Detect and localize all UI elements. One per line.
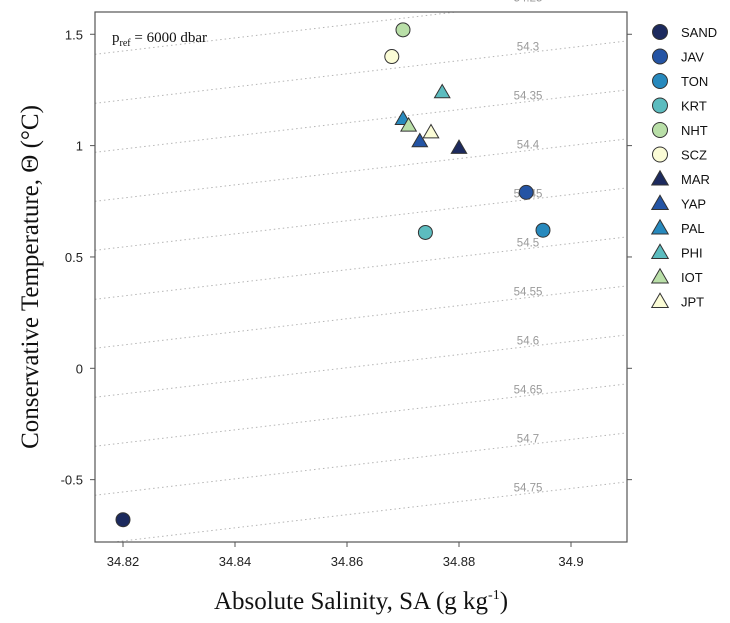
- legend-marker-krt: [652, 97, 668, 114]
- x-tick-label: 34.86: [331, 554, 364, 569]
- data-point-krt: [417, 224, 433, 240]
- isopycnal-label: 54.55: [514, 287, 543, 299]
- isopycnal-label: 54.25: [514, 0, 543, 5]
- legend-marker-nht: [652, 122, 668, 138]
- legend-label-scz: SCZ: [681, 148, 707, 163]
- legend-label-pal: PAL: [681, 221, 705, 236]
- isopycnal-label: 54.3: [517, 42, 539, 54]
- legend-marker-jav: [652, 48, 668, 65]
- data-point-jav: [518, 184, 534, 200]
- isopycnal-line: [95, 89, 627, 153]
- y-tick-label: 1: [76, 139, 83, 154]
- isopycnal-lines: [95, 12, 627, 542]
- isopycnal-line: [95, 383, 627, 447]
- isopycnal-label: 54.6: [517, 336, 539, 348]
- data-point-sand: [115, 512, 131, 528]
- isopycnal-labels: 54.2554.354.3554.454.4554.554.5554.654.6…: [514, 0, 543, 494]
- data-point-nht: [395, 22, 411, 38]
- legend-label-iot: IOT: [681, 270, 703, 285]
- isopycnal-line: [95, 138, 627, 202]
- legend-marker-yap: [650, 194, 670, 210]
- legend-marker-iot: [650, 267, 670, 284]
- legend-label-sand: SAND: [681, 25, 717, 40]
- legend: SAND JAV TON KRT NHT SCZ MAR YAP PAL PHI IOT JPT: [650, 24, 717, 310]
- isopycnal-label: 54.65: [514, 384, 543, 396]
- isopycnal-line: [95, 432, 627, 496]
- isopycnal-line: [95, 187, 627, 251]
- reference-pressure-annotation: pref = 6000 dbar: [112, 30, 207, 49]
- x-axis-title: Absolute Salinity, SA (g kg-1): [214, 588, 508, 615]
- legend-marker-jpt: [650, 292, 670, 308]
- data-point-jpt: [422, 123, 440, 139]
- x-tick-label: 34.84: [219, 554, 252, 569]
- data-point-ton: [535, 222, 551, 238]
- isopycnal-label: 54.4: [517, 140, 540, 152]
- data-point-iot: [400, 116, 418, 132]
- isopycnal-line: [95, 12, 461, 55]
- legend-marker-pal: [650, 218, 670, 235]
- y-tick-label: -0.5: [61, 473, 83, 488]
- isopycnal-line: [95, 285, 627, 349]
- legend-label-nht: NHT: [681, 123, 708, 138]
- legend-marker-mar: [650, 169, 670, 186]
- data-point-scz: [384, 49, 400, 65]
- plot-frame: [94, 11, 628, 543]
- x-tick-label: 34.82: [107, 554, 140, 569]
- x-tick-label: 34.9: [558, 554, 583, 569]
- x-tick-label: 34.88: [443, 554, 476, 569]
- legend-label-phi: PHI: [681, 246, 703, 261]
- y-tick-label: 0: [76, 361, 83, 376]
- legend-marker-ton: [652, 73, 668, 89]
- legend-label-ton: TON: [681, 74, 708, 89]
- legend-marker-sand: [652, 24, 668, 40]
- legend-label-jav: JAV: [681, 50, 704, 65]
- y-axis-ticks: -0.5 0 0.5 1 1.5: [61, 27, 632, 488]
- x-axis-ticks: 34.82 34.84 34.86 34.88 34.9: [107, 542, 584, 569]
- y-tick-label: 0.5: [65, 250, 83, 265]
- isopycnal-line: [109, 481, 627, 542]
- data-points: [115, 22, 551, 528]
- legend-label-jpt: JPT: [681, 295, 704, 310]
- isopycnal-label: 54.75: [514, 482, 543, 494]
- data-point-phi: [433, 83, 451, 99]
- isopycnal-label: 54.5: [517, 238, 539, 250]
- isopycnal-line: [95, 40, 627, 104]
- isopycnal-line: [95, 236, 627, 300]
- y-tick-label: 1.5: [65, 27, 83, 42]
- legend-label-mar: MAR: [681, 172, 710, 187]
- y-axis-title: Conservative Temperature, Θ (°C): [17, 105, 44, 449]
- isopycnal-label: 54.7: [517, 433, 539, 445]
- data-point-yap: [411, 132, 429, 148]
- isopycnal-line: [95, 334, 627, 398]
- legend-marker-scz: [652, 146, 668, 163]
- legend-label-yap: YAP: [681, 197, 706, 212]
- legend-marker-phi: [650, 243, 670, 259]
- isopycnal-label: 54.35: [514, 91, 543, 103]
- data-point-mar: [450, 139, 468, 154]
- legend-label-krt: KRT: [681, 99, 707, 114]
